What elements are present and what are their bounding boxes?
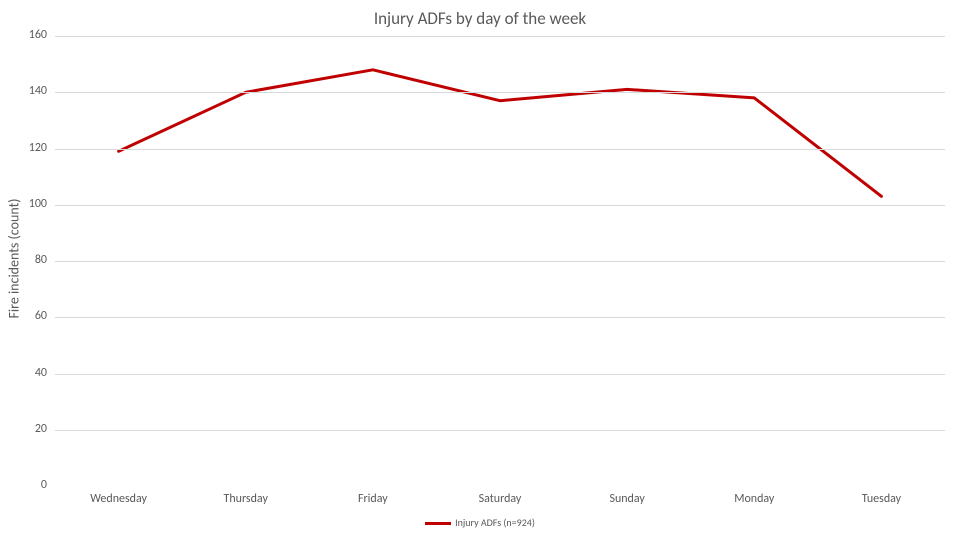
gridline <box>55 149 945 150</box>
chart-container: Injury ADFs by day of the week Fire inci… <box>0 0 960 540</box>
gridline <box>55 261 945 262</box>
legend-swatch <box>425 522 451 525</box>
y-tick-label: 20 <box>17 422 47 436</box>
gridline <box>55 317 945 318</box>
x-tick-label: Saturday <box>445 492 555 506</box>
x-tick-label: Friday <box>318 492 428 506</box>
x-tick-label: Sunday <box>572 492 682 506</box>
legend: Injury ADFs (n=924) <box>0 516 960 529</box>
legend-label: Injury ADFs (n=924) <box>455 516 535 529</box>
chart-title: Injury ADFs by day of the week <box>0 8 960 29</box>
y-tick-label: 160 <box>17 28 47 42</box>
series-line <box>119 70 882 197</box>
y-tick-label: 0 <box>17 478 47 492</box>
x-tick-label: Thursday <box>191 492 301 506</box>
y-tick-label: 60 <box>17 309 47 323</box>
y-tick-label: 120 <box>17 141 47 155</box>
gridline <box>55 430 945 431</box>
x-tick-label: Wednesday <box>64 492 174 506</box>
y-tick-label: 100 <box>17 197 47 211</box>
gridline <box>55 92 945 93</box>
x-tick-label: Tuesday <box>826 492 936 506</box>
x-tick-label: Monday <box>699 492 809 506</box>
y-tick-label: 40 <box>17 366 47 380</box>
y-tick-label: 140 <box>17 84 47 98</box>
gridline <box>55 36 945 37</box>
gridline <box>55 205 945 206</box>
gridline <box>55 374 945 375</box>
y-tick-label: 80 <box>17 253 47 267</box>
